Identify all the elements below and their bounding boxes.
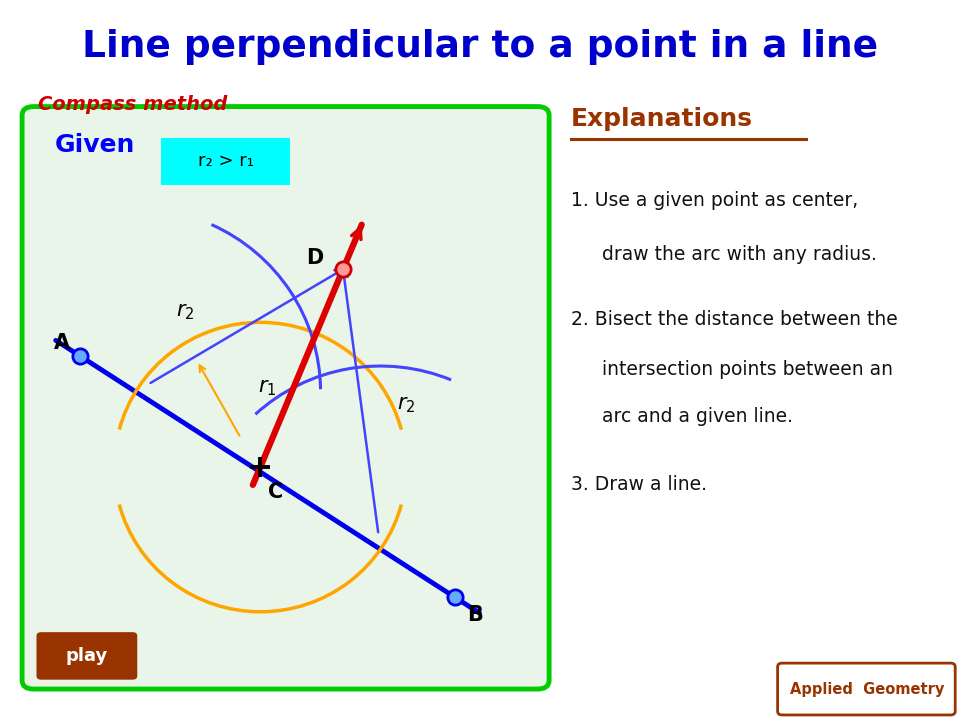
Text: play: play <box>65 647 108 665</box>
FancyBboxPatch shape <box>22 107 549 689</box>
Text: r₂ > r₁: r₂ > r₁ <box>198 152 253 170</box>
Text: Line perpendicular to a point in a line: Line perpendicular to a point in a line <box>82 29 878 65</box>
Text: draw the arc with any radius.: draw the arc with any radius. <box>602 245 876 264</box>
Text: A: A <box>54 333 69 353</box>
FancyBboxPatch shape <box>36 632 137 680</box>
Text: arc and a given line.: arc and a given line. <box>602 407 793 426</box>
FancyBboxPatch shape <box>161 138 290 185</box>
Text: B: B <box>468 606 483 626</box>
Text: intersection points between an: intersection points between an <box>602 360 893 379</box>
Text: Explanations: Explanations <box>571 107 754 131</box>
FancyBboxPatch shape <box>778 663 955 715</box>
Text: $r_2$: $r_2$ <box>397 395 416 415</box>
Text: Given: Given <box>55 133 135 158</box>
Text: C: C <box>268 482 283 503</box>
Text: 3. Draw a line.: 3. Draw a line. <box>571 475 708 494</box>
Text: 1. Use a given point as center,: 1. Use a given point as center, <box>571 191 858 210</box>
Text: Compass method: Compass method <box>38 95 228 114</box>
Text: Applied  Geometry: Applied Geometry <box>790 682 944 696</box>
Text: 2. Bisect the distance between the: 2. Bisect the distance between the <box>571 310 898 328</box>
Text: $r_1$: $r_1$ <box>258 378 276 398</box>
Text: D: D <box>306 248 324 269</box>
Text: $r_2$: $r_2$ <box>176 302 195 322</box>
